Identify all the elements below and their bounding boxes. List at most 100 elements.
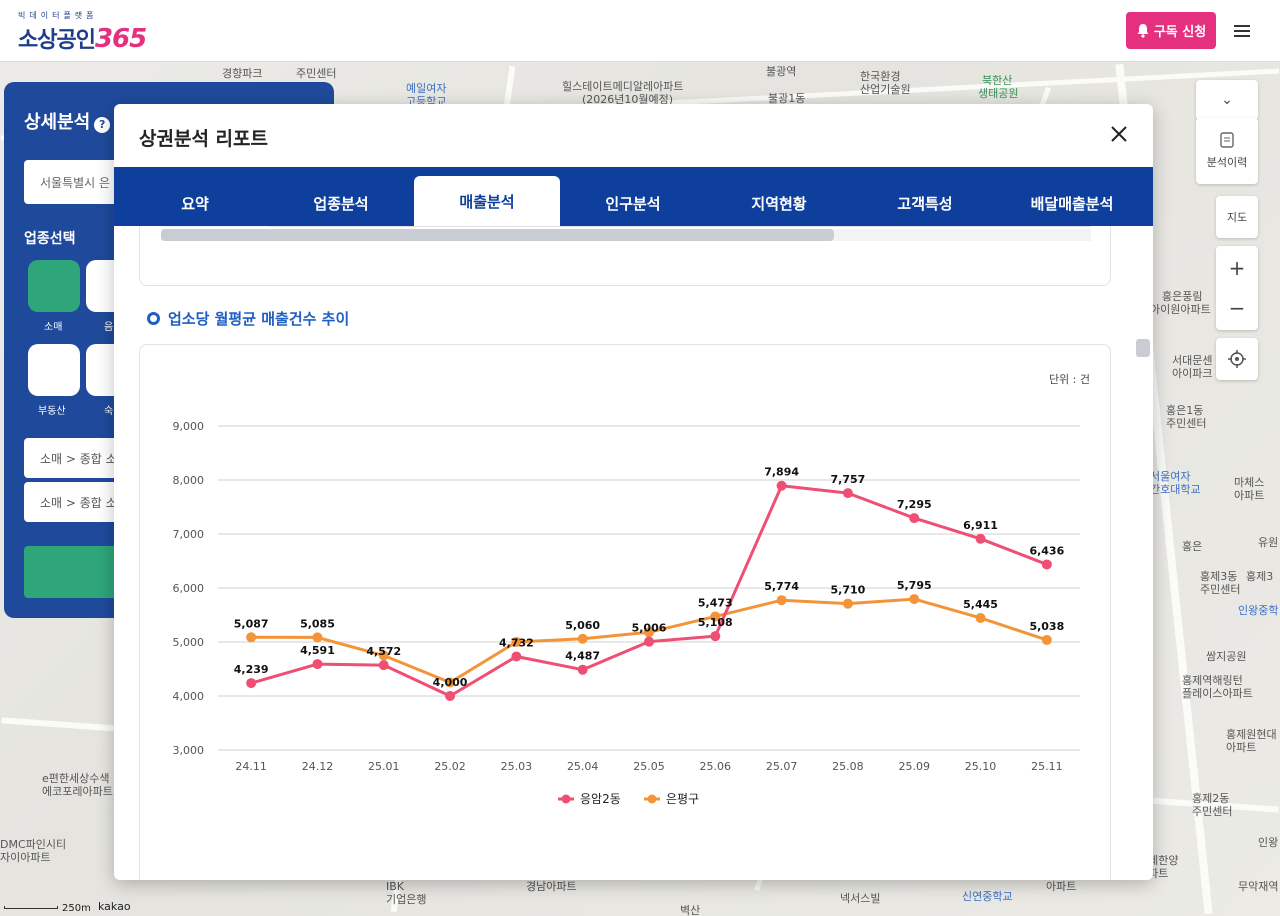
current-location-button[interactable]	[1216, 338, 1258, 380]
sector-select-title: 업종선택	[24, 228, 76, 248]
tab-summary[interactable]: 요약	[181, 195, 209, 213]
map-label: e편한세상수색	[42, 772, 110, 785]
modal-scrollbar-thumb[interactable]	[1136, 339, 1150, 357]
data-point	[776, 595, 787, 606]
tab-industry[interactable]: 업종분석	[313, 195, 369, 213]
x-tick-label: 25.07	[766, 760, 798, 773]
x-tick-label: 25.09	[898, 760, 930, 773]
zoom-controls: + −	[1216, 246, 1258, 330]
tab-sales[interactable]: 매출분석	[414, 176, 560, 226]
map-label: 북한산	[982, 74, 1013, 87]
bullet-icon	[147, 312, 160, 325]
data-point	[975, 612, 986, 623]
y-tick-label: 4,000	[173, 690, 205, 703]
tab-delivery[interactable]: 배달매출분석	[1030, 195, 1114, 213]
modal-title: 상권분석 리포트	[139, 128, 268, 150]
x-tick-label: 24.12	[302, 760, 334, 773]
map-label: 플레이스아파트	[1182, 687, 1253, 700]
data-point	[445, 677, 456, 688]
x-tick-label: 25.02	[434, 760, 466, 773]
data-point	[511, 637, 522, 647]
data-point	[577, 633, 588, 644]
map-label: 넥서스빌	[840, 892, 881, 905]
data-point	[842, 598, 853, 609]
hamburger-icon[interactable]	[1230, 20, 1254, 42]
map-label: 아이파크	[1172, 367, 1213, 380]
table-scrollbar-thumb[interactable]	[161, 229, 834, 241]
subscribe-button[interactable]: 구독 신청	[1126, 12, 1216, 49]
section-title: 업소당 월평균 매출건수 추이	[147, 308, 349, 329]
category-label: 소매	[44, 322, 63, 333]
map-label: 홍제2동	[1192, 792, 1230, 805]
y-tick-label: 9,000	[173, 420, 205, 433]
data-label: 4,487	[565, 650, 600, 663]
map-label: 에코포레아파트	[42, 785, 113, 798]
panel-title-text: 상세분석	[24, 112, 91, 133]
data-label: 5,038	[1029, 620, 1064, 633]
map-label: 홍제원현대	[1226, 728, 1277, 741]
data-label: 4,000	[433, 676, 468, 689]
map-expand-button[interactable]: ⌄	[1196, 80, 1258, 120]
map-label: 불광1동	[768, 92, 806, 105]
x-tick-label: 25.11	[1031, 760, 1063, 773]
data-point	[776, 480, 787, 491]
map-label: 홍제3동	[1200, 570, 1238, 583]
map-scale: 250m	[62, 903, 91, 914]
map-label: 유원	[1258, 536, 1279, 549]
zoom-out-button[interactable]: −	[1228, 296, 1246, 320]
data-point	[312, 632, 323, 643]
y-tick-label: 7,000	[173, 528, 205, 541]
map-label: 홍은	[1182, 540, 1203, 553]
map-label: 무악재역	[1238, 880, 1279, 893]
map-label: 자이아파트	[0, 851, 51, 864]
legend-marker	[561, 794, 571, 804]
x-tick-label: 25.04	[567, 760, 599, 773]
map-label: 기업은행	[386, 893, 427, 906]
tab-population[interactable]: 인구분석	[605, 195, 661, 213]
map-type-button[interactable]: 지도	[1216, 196, 1258, 238]
map-label: 힐스테이트메디알레아파트	[562, 80, 684, 93]
map-label: 예일여자	[406, 82, 447, 95]
category-realestate-button[interactable]	[28, 344, 80, 396]
data-point	[246, 678, 257, 689]
subscribe-label: 구독 신청	[1153, 25, 1207, 40]
data-label: 5,445	[963, 598, 998, 611]
map-label: DMC파인시티	[0, 838, 67, 851]
map-label: 홍제3	[1246, 570, 1274, 583]
map-label: 주민센터	[296, 67, 337, 80]
legend-label: 은평구	[666, 792, 699, 806]
data-label: 5,085	[300, 617, 335, 630]
x-tick-label: 24.11	[235, 760, 267, 773]
data-label: 5,006	[632, 622, 667, 635]
category-retail-button[interactable]	[28, 260, 80, 312]
map-label: 아파트	[1234, 489, 1265, 502]
tab-region[interactable]: 지역현황	[751, 195, 807, 213]
report-tabs: 요약 업종분석 매출분석 인구분석 지역현황 고객특성 배달매출분석	[114, 167, 1153, 226]
map-label: 서대문센	[1172, 354, 1213, 367]
map-label: 쌈지공원	[1206, 650, 1247, 663]
map-label: 아파트	[1046, 880, 1077, 893]
logo-title: 소상공인365	[18, 22, 147, 54]
map-label: 경향파크	[222, 67, 263, 80]
y-tick-label: 3,000	[173, 744, 205, 757]
help-icon[interactable]: ?	[94, 117, 111, 133]
data-label: 5,710	[831, 584, 866, 597]
analysis-history-button[interactable]: 분석이력	[1196, 118, 1258, 184]
zoom-in-button[interactable]: +	[1228, 256, 1246, 280]
table-row	[161, 226, 1091, 227]
data-label: 4,239	[234, 663, 269, 676]
report-content[interactable]: 업소당 월평균 매출건수 추이 단위 : 건 3,000 4,000 5,000 6,…	[114, 226, 1153, 880]
close-icon[interactable]	[1107, 124, 1131, 148]
data-point	[644, 636, 654, 647]
data-point	[644, 627, 654, 638]
map-label: 홍은풍림	[1162, 290, 1203, 303]
site-logo[interactable]: 빅데이터플랫폼 소상공인365	[18, 10, 147, 54]
y-tick-label: 6,000	[173, 582, 205, 595]
data-label: 5,060	[565, 619, 600, 632]
data-label: 7,295	[897, 498, 932, 511]
top-header: 빅데이터플랫폼 소상공인365 구독 신청	[0, 0, 1280, 62]
x-tick-label: 25.05	[633, 760, 665, 773]
data-label: 7,757	[831, 473, 866, 486]
tab-customer[interactable]: 고객특성	[897, 195, 953, 213]
y-tick-label: 8,000	[173, 474, 205, 487]
